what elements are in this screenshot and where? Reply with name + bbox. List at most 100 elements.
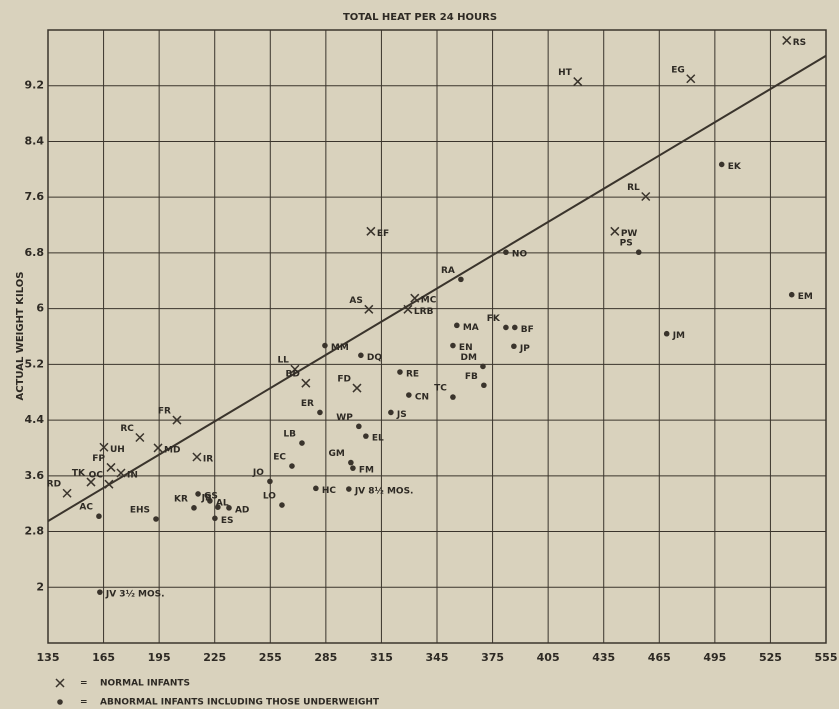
point-label: PW xyxy=(621,229,638,239)
legend-separator: = xyxy=(80,679,88,689)
normal-point xyxy=(364,304,374,314)
abnormal-point xyxy=(388,409,394,416)
chart-title: TOTAL HEAT PER 24 HOURS xyxy=(343,12,497,23)
point-label: LO xyxy=(263,492,276,502)
point-label: JM xyxy=(672,331,685,341)
abnormal-point xyxy=(153,516,159,522)
x-tick-label: 345 xyxy=(426,651,449,664)
normal-point xyxy=(172,415,182,425)
abnormal-point xyxy=(503,249,509,256)
abnormal-point xyxy=(348,459,354,466)
abnormal-point xyxy=(289,463,295,469)
abnormal-point xyxy=(512,324,518,331)
point-label: MA xyxy=(463,323,479,333)
point-label: ES xyxy=(221,516,234,526)
point-label: GM xyxy=(329,449,345,459)
normal-point xyxy=(410,293,420,303)
point-label: KR xyxy=(174,494,188,504)
x-tick-label: 375 xyxy=(481,651,504,664)
x-tick-label: 285 xyxy=(314,651,337,664)
point-label: AC xyxy=(79,503,93,513)
point-label: ER xyxy=(301,399,314,409)
normal-point xyxy=(403,304,413,314)
y-tick-label: 6.8 xyxy=(25,246,45,259)
normal-point xyxy=(290,364,300,374)
point-label: JS xyxy=(396,410,407,420)
point-label: WP xyxy=(336,413,353,423)
point-label: EC xyxy=(273,453,286,463)
legend-label: NORMAL INFANTS xyxy=(100,679,190,689)
abnormal-point xyxy=(397,369,403,375)
abnormal-point xyxy=(450,394,456,400)
x-tick-label: 435 xyxy=(592,651,615,664)
point-label: EL xyxy=(372,434,384,444)
point-label: FR xyxy=(158,407,171,417)
point-label: IN xyxy=(127,471,138,481)
normal-point xyxy=(106,462,116,472)
point-label: CN xyxy=(415,393,429,403)
x-tick-label: 195 xyxy=(148,651,171,664)
point-label: AL xyxy=(216,498,229,508)
point-label: JO xyxy=(252,468,264,478)
point-label: EF xyxy=(377,229,389,239)
abnormal-point xyxy=(299,440,305,446)
x-tick-label: 525 xyxy=(759,651,782,664)
abnormal-point xyxy=(718,161,725,168)
point-label: EG xyxy=(671,65,685,75)
abnormal-point xyxy=(788,291,795,298)
point-label: LL xyxy=(277,356,289,366)
point-label: RD xyxy=(47,480,61,490)
point-label: EN xyxy=(459,343,473,353)
point-label: NO xyxy=(512,250,528,260)
point-label: OC xyxy=(89,471,104,481)
point-label: JB xyxy=(201,494,212,504)
abnormal-point xyxy=(363,433,369,439)
normal-point xyxy=(86,477,96,487)
normal-point xyxy=(153,443,163,453)
y-tick-label: 2.8 xyxy=(25,525,45,538)
abnormal-point xyxy=(317,409,323,416)
point-label: GS xyxy=(204,491,218,501)
abnormal-point xyxy=(215,504,221,510)
y-tick-label: 7.6 xyxy=(25,190,45,203)
y-axis-label: ACTUAL WEIGHT KILOS xyxy=(15,272,26,401)
legend-marker xyxy=(57,699,63,705)
abnormal-point xyxy=(267,478,273,485)
point-label: RC xyxy=(120,424,134,434)
normal-point xyxy=(641,191,651,202)
abnormal-point xyxy=(195,491,201,497)
abnormal-point xyxy=(96,513,102,520)
point-label: MC xyxy=(421,296,437,306)
abnormal-point xyxy=(97,589,103,595)
y-tick-label: 3.6 xyxy=(25,469,45,482)
abnormal-point xyxy=(503,324,509,331)
abnormal-point xyxy=(356,423,362,430)
legend-marker xyxy=(55,678,65,688)
normal-point xyxy=(135,432,145,443)
normal-point xyxy=(573,77,583,87)
normal-point xyxy=(301,378,311,388)
abnormal-point xyxy=(346,486,352,492)
abnormal-point xyxy=(458,276,464,283)
abnormal-point xyxy=(406,392,412,398)
point-label: RS xyxy=(793,38,806,48)
point-label: BF xyxy=(521,325,534,335)
legend-label: ABNORMAL INFANTS INCLUDING THOSE UNDERWE… xyxy=(100,698,380,708)
point-label: IR xyxy=(203,455,213,465)
y-tick-label: 6 xyxy=(36,302,44,315)
x-tick-label: 225 xyxy=(203,651,226,664)
normal-point xyxy=(782,35,792,45)
legend-separator: = xyxy=(80,698,88,708)
point-label: RL xyxy=(627,183,640,193)
y-tick-label: 2 xyxy=(36,580,44,593)
point-label: MD xyxy=(164,445,180,455)
abnormal-point xyxy=(481,382,487,389)
normal-point xyxy=(192,452,202,462)
point-label: HC xyxy=(322,486,337,496)
point-label: PS xyxy=(620,239,633,249)
abnormal-point xyxy=(511,343,517,350)
abnormal-point xyxy=(450,342,456,349)
point-label: FP xyxy=(92,454,105,464)
abnormal-point xyxy=(313,485,319,492)
normal-point xyxy=(352,383,362,393)
